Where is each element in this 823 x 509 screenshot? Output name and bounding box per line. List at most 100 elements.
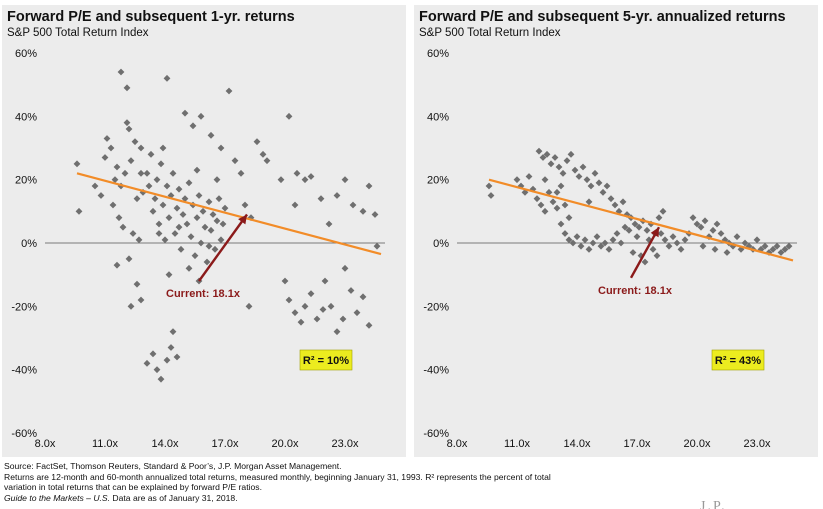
- data-point: [191, 252, 199, 260]
- r-squared-label: R² = 10%: [303, 355, 349, 367]
- data-point: [557, 182, 565, 190]
- data-point: [561, 230, 569, 237]
- current-pe-label: Current: 18.1x: [166, 288, 241, 300]
- data-point: [125, 255, 133, 263]
- data-point: [101, 154, 109, 161]
- data-point: [159, 144, 167, 152]
- data-point: [215, 195, 223, 203]
- y-tick-label: -20%: [11, 301, 37, 313]
- data-point: [607, 195, 615, 203]
- data-point: [513, 176, 521, 184]
- data-point: [623, 211, 631, 218]
- y-tick-label: 60%: [427, 48, 449, 60]
- current-arrow-head: [650, 227, 659, 238]
- data-point: [553, 188, 561, 196]
- data-point: [325, 220, 333, 228]
- data-point: [241, 201, 249, 209]
- left-chart-panel: Forward P/E and subsequent 1-yr. returns…: [2, 5, 406, 457]
- data-point: [149, 207, 157, 215]
- data-point: [529, 185, 537, 193]
- y-tick-label: -60%: [423, 428, 449, 440]
- y-tick-label: 0%: [433, 238, 449, 250]
- data-point: [713, 220, 721, 228]
- data-point: [543, 150, 551, 158]
- data-point: [157, 160, 165, 168]
- data-point: [185, 264, 193, 272]
- data-point: [145, 182, 153, 190]
- data-point: [155, 230, 163, 237]
- data-point: [203, 258, 211, 266]
- data-point: [649, 245, 657, 253]
- data-point: [213, 176, 221, 184]
- data-point: [689, 214, 697, 222]
- data-point: [181, 195, 189, 203]
- data-point: [657, 230, 665, 237]
- data-point: [611, 201, 619, 209]
- data-point: [773, 242, 781, 250]
- x-tick-label: 14.0x: [564, 438, 591, 450]
- data-point: [167, 344, 175, 351]
- data-point: [175, 223, 183, 231]
- x-tick-label: 23.0x: [332, 438, 359, 450]
- r-squared-box: [299, 349, 353, 371]
- data-point: [253, 138, 261, 146]
- data-point: [659, 207, 667, 215]
- data-point: [153, 176, 161, 184]
- current-arrow-head: [238, 214, 247, 225]
- source-notes: Source: FactSet, Thomson Reuters, Standa…: [4, 461, 804, 503]
- data-point: [745, 242, 753, 250]
- data-point: [583, 176, 591, 184]
- y-tick-label: 60%: [15, 48, 37, 60]
- data-point: [217, 144, 225, 152]
- data-point: [665, 242, 673, 250]
- data-point: [301, 302, 309, 310]
- data-point: [205, 198, 213, 206]
- data-point: [595, 179, 603, 187]
- data-point: [541, 176, 549, 184]
- data-point: [545, 188, 553, 196]
- data-point: [579, 163, 587, 171]
- data-point: [711, 245, 719, 253]
- data-point: [169, 328, 177, 336]
- data-point: [297, 318, 305, 326]
- data-point: [151, 195, 159, 203]
- source-line: Source: FactSet, Thomson Reuters, Standa…: [4, 461, 342, 471]
- chart-title: Forward P/E and subsequent 1-yr. returns: [7, 9, 295, 25]
- data-point: [693, 220, 701, 228]
- guide-title: Guide to the Markets – U.S.: [4, 492, 111, 503]
- data-point: [697, 223, 705, 231]
- data-point: [301, 176, 309, 184]
- data-point: [333, 192, 341, 199]
- data-point: [97, 192, 105, 199]
- data-point: [653, 252, 661, 260]
- y-tick-label: 40%: [15, 111, 37, 123]
- data-point: [371, 211, 379, 218]
- data-point: [373, 242, 381, 250]
- data-point: [75, 207, 83, 215]
- data-point: [153, 366, 161, 374]
- data-point: [565, 236, 573, 244]
- data-point: [769, 245, 777, 253]
- brand-logo: J.P. Morgan: [700, 499, 727, 509]
- data-point: [147, 150, 155, 158]
- data-point: [307, 290, 315, 298]
- right-chart-panel: Forward P/E and subsequent 5-yr. annuali…: [414, 5, 818, 457]
- data-point: [621, 223, 629, 231]
- data-point: [293, 169, 301, 177]
- data-point: [551, 154, 559, 161]
- data-point: [213, 217, 221, 225]
- data-point: [539, 154, 547, 161]
- data-point: [599, 188, 607, 196]
- data-point: [709, 226, 717, 234]
- data-point: [207, 226, 215, 234]
- data-point: [677, 245, 685, 253]
- current-pe-label: Current: 18.1x: [598, 285, 673, 297]
- data-point: [285, 112, 293, 120]
- data-point: [597, 242, 605, 250]
- data-point: [107, 144, 115, 152]
- data-point: [577, 242, 585, 250]
- data-point: [177, 245, 185, 253]
- data-point: [133, 280, 141, 288]
- data-point: [115, 214, 123, 222]
- data-point: [193, 166, 201, 174]
